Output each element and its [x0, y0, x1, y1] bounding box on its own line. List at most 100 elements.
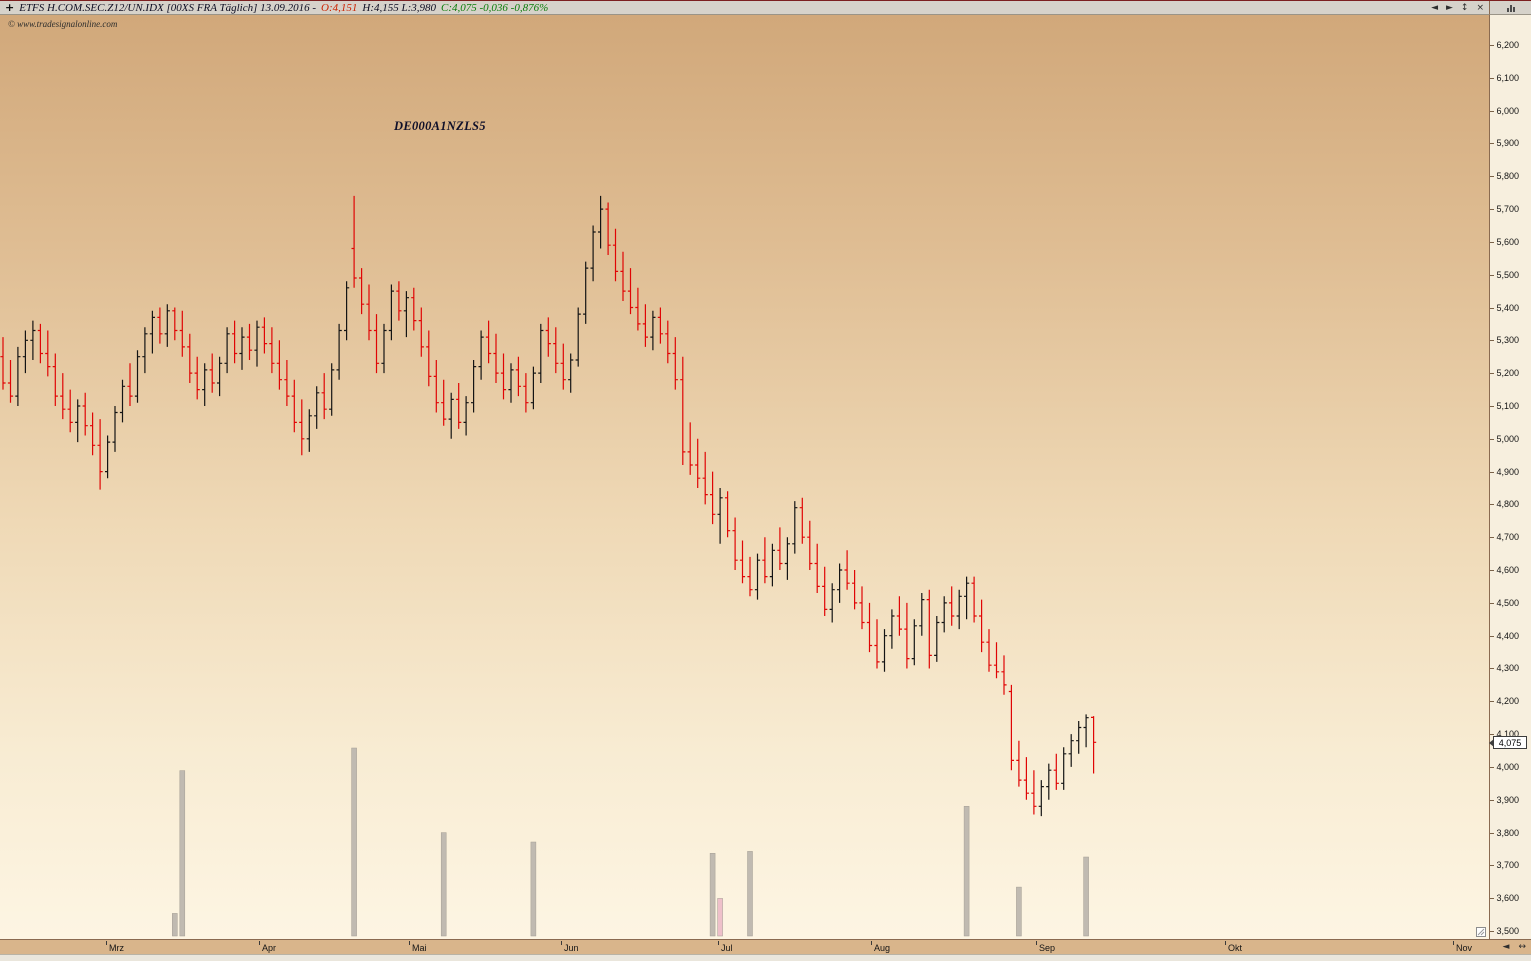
ohlc-bar — [269, 327, 275, 374]
y-axis-tick — [1490, 471, 1494, 473]
ohlc-bar — [22, 330, 28, 374]
ohlc-bar — [986, 629, 992, 672]
ohlc-bar — [246, 323, 253, 360]
ohlc-bar — [598, 195, 604, 249]
ohlc-bar — [418, 307, 424, 357]
ohlc-bar — [545, 317, 551, 357]
ohlc-bar — [530, 366, 536, 410]
ohlc-bar — [1038, 780, 1044, 817]
x-axis-tick — [1453, 941, 1454, 945]
volume-bar — [717, 898, 723, 937]
ohlc-bar — [1053, 753, 1059, 790]
ohlc-bar — [866, 602, 873, 653]
ohlc-bar — [433, 360, 439, 413]
y-axis-tick — [1490, 602, 1494, 604]
y-axis-tick — [1490, 307, 1494, 309]
ohlc-bar — [82, 392, 88, 436]
resize-grip-icon[interactable] — [1476, 927, 1486, 937]
time-axis[interactable]: ◄ ↔ Mrz Apr Mai Jun Jul Aug Sep Okt Nov — [0, 939, 1531, 954]
ohlc-bar — [336, 323, 342, 380]
mini-chart-icon — [1506, 4, 1515, 12]
y-axis-label: 5,200 — [1496, 368, 1519, 379]
ohlc-bar — [179, 310, 185, 357]
ohlc-bar — [695, 438, 701, 488]
forward-button[interactable]: ► — [1445, 2, 1453, 13]
ohlc-bar — [202, 363, 208, 406]
ohlc-bar — [964, 576, 970, 620]
ohlc-bar — [732, 517, 738, 570]
ohlc-bar — [463, 396, 469, 436]
x-axis-tick — [718, 941, 719, 945]
chart-plot-area[interactable]: © www.tradesignalonline.com DE000A1NZLS5 — [0, 15, 1489, 939]
y-axis-label: 3,800 — [1496, 827, 1519, 838]
scroll-resize-icon[interactable]: ↔ — [1518, 942, 1526, 952]
scroll-left-icon[interactable]: ◄ — [1502, 942, 1510, 952]
ohlc-bar — [314, 386, 320, 429]
ohlc-bar — [814, 543, 820, 593]
y-axis-tick — [1490, 799, 1494, 801]
ohlc-bar — [1061, 747, 1067, 790]
instrument-isin-label: DE000A1NZLS5 — [394, 119, 486, 133]
ohlc-bar — [553, 327, 559, 374]
y-axis-tick — [1490, 766, 1494, 768]
volume-bar — [963, 806, 970, 937]
ohlc-bar — [650, 310, 656, 351]
ohlc-bar — [67, 389, 73, 433]
ohlc-bar — [993, 642, 1000, 679]
high-low-values: H:4,155 L:3,980 — [362, 1, 437, 14]
y-axis-label: 5,500 — [1496, 269, 1519, 280]
y-axis-tick — [1490, 668, 1494, 670]
y-axis-tick — [1490, 110, 1494, 112]
ohlc-bar — [119, 379, 126, 423]
y-axis-label: 4,100 — [1496, 729, 1519, 740]
y-axis-tick — [1490, 898, 1494, 900]
ohlc-bar — [904, 602, 910, 669]
y-axis-label: 5,800 — [1496, 171, 1519, 182]
ohlc-bar — [635, 287, 641, 331]
axis-corner — [1489, 1, 1531, 15]
ohlc-bar — [224, 327, 230, 374]
back-button[interactable]: ◄ — [1431, 2, 1438, 13]
ohlc-bar — [254, 320, 260, 367]
x-axis-tick — [409, 941, 410, 945]
price-axis[interactable]: 6,200 6,100 6,000 5,900 5,800 5,700 5,600 5,500… — [1489, 1, 1531, 939]
ohlc-bar — [560, 343, 566, 390]
y-axis-label: 3,700 — [1496, 860, 1519, 871]
ohlc-bar — [329, 363, 335, 416]
close-button[interactable]: × — [1476, 2, 1484, 13]
ohlc-bar — [97, 419, 103, 490]
ohlc-bar — [37, 323, 43, 364]
y-axis-tick — [1490, 373, 1494, 375]
ohlc-bar — [710, 471, 716, 525]
y-axis-tick — [1490, 340, 1494, 342]
ohlc-bar — [777, 527, 783, 570]
y-axis-label: 5,400 — [1496, 302, 1519, 313]
detach-button[interactable]: ↕ — [1460, 2, 1469, 13]
volume-bar — [1083, 856, 1089, 937]
ohlc-bar — [0, 337, 6, 390]
titlebar: + ETFS H.COM.SEC.Z12/UN.IDX [00XS FRA Tä… — [0, 1, 1489, 15]
volume-bar — [709, 853, 716, 937]
ohlc-bar — [979, 599, 985, 653]
y-axis-tick — [1490, 438, 1494, 440]
ohlc-bar — [45, 330, 51, 377]
ohlc-bar — [1083, 714, 1089, 748]
ohlc-bar — [403, 291, 409, 338]
ohlc-bar — [717, 488, 723, 544]
ohlc-bar — [583, 261, 589, 324]
ohlc-bar — [187, 333, 193, 383]
ohlc-bar — [523, 373, 529, 413]
ohlc-bar — [672, 337, 678, 390]
x-axis-tick — [106, 941, 107, 945]
y-axis-tick — [1490, 274, 1494, 276]
ohlc-bar — [448, 392, 454, 439]
ohlc-bar — [590, 225, 596, 282]
ohlc-bar — [261, 317, 268, 354]
y-axis-tick — [1490, 77, 1494, 79]
y-axis-label: 5,700 — [1496, 204, 1519, 215]
ohlc-bar — [911, 619, 917, 666]
ohlc-bar — [1008, 684, 1014, 771]
y-axis-tick — [1490, 176, 1494, 178]
y-axis-tick — [1490, 537, 1494, 539]
